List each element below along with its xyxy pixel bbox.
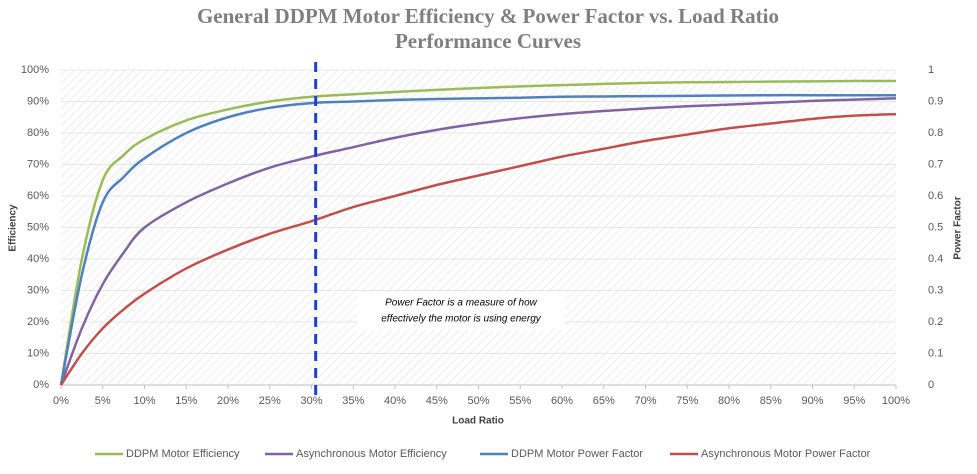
y-tick-label: 80%	[27, 127, 49, 139]
x-tick-label: 90%	[801, 395, 823, 407]
series-line	[59, 79, 897, 386]
x-tick-label: 20%	[217, 395, 239, 407]
y2-tick-label: 0.8	[928, 127, 943, 139]
legend-label: Asynchronous Motor Power Factor	[701, 448, 871, 460]
x-tick-label: 0%	[53, 395, 69, 407]
y2-tick-label: 0.1	[928, 347, 943, 359]
chart-title: General DDPM Motor Efficiency & Power Fa…	[197, 4, 779, 28]
x-axis-title: Load Ratio	[452, 416, 504, 427]
y2-tick-label: 0	[928, 379, 934, 391]
x-tick-label: 55%	[509, 395, 531, 407]
y-tick-label: 10%	[27, 347, 49, 359]
x-tick-label: 25%	[259, 395, 281, 407]
x-tick-label: 30%	[300, 395, 322, 407]
y-tick-label: 70%	[27, 158, 49, 170]
y-tick-label: 60%	[27, 190, 49, 202]
y-tick-label: 90%	[27, 95, 49, 107]
y2-tick-label: 1	[928, 64, 934, 76]
y2-tick-label: 0.5	[928, 221, 943, 233]
x-tick-label: 35%	[342, 395, 364, 407]
y-axis-title: Efficiency	[8, 204, 19, 252]
legend-label: Asynchronous Motor Efficiency	[296, 448, 447, 460]
x-tick-label: 60%	[551, 395, 573, 407]
y-tick-label: 0%	[33, 379, 49, 391]
annotation: Power Factor is a measure of how	[385, 298, 538, 309]
x-tick-label: 80%	[718, 395, 740, 407]
annotation: effectively the motor is using energy	[381, 314, 542, 325]
y-tick-label: 40%	[27, 253, 49, 265]
y2-tick-label: 0.3	[928, 284, 943, 296]
annotation-box	[357, 292, 565, 330]
lines	[59, 79, 897, 386]
x-tick-label: 15%	[175, 395, 197, 407]
y2-tick-label: 0.9	[928, 95, 943, 107]
y-tick-label: 20%	[27, 316, 49, 328]
y-tick-label: 30%	[27, 284, 49, 296]
x-tick-label: 50%	[467, 395, 489, 407]
x-tick-label: 95%	[843, 395, 865, 407]
y2-tick-label: 0.4	[928, 253, 943, 265]
x-tick-label: 85%	[760, 395, 782, 407]
series-line	[59, 97, 897, 386]
series-line	[59, 112, 897, 386]
y2-tick-label: 0.6	[928, 190, 943, 202]
y2-axis-title: Power Factor	[953, 196, 964, 259]
y2-tick-label: 0.7	[928, 158, 943, 170]
y-tick-label: 50%	[27, 221, 49, 233]
series-line	[59, 93, 896, 386]
x-tick-label: 100%	[882, 395, 910, 407]
y2-tick-label: 0.2	[928, 316, 943, 328]
x-tick-label: 65%	[593, 395, 615, 407]
x-tick-label: 40%	[384, 395, 406, 407]
chart-title: Performance Curves	[395, 29, 581, 53]
x-tick-label: 75%	[676, 395, 698, 407]
x-tick-label: 70%	[634, 395, 656, 407]
x-tick-label: 5%	[95, 395, 111, 407]
y-tick-label: 100%	[21, 64, 49, 76]
legend-label: DDPM Motor Efficiency	[126, 448, 240, 460]
legend-label: DDPM Motor Power Factor	[511, 448, 643, 460]
x-tick-label: 10%	[133, 395, 155, 407]
x-tick-label: 45%	[426, 395, 448, 407]
